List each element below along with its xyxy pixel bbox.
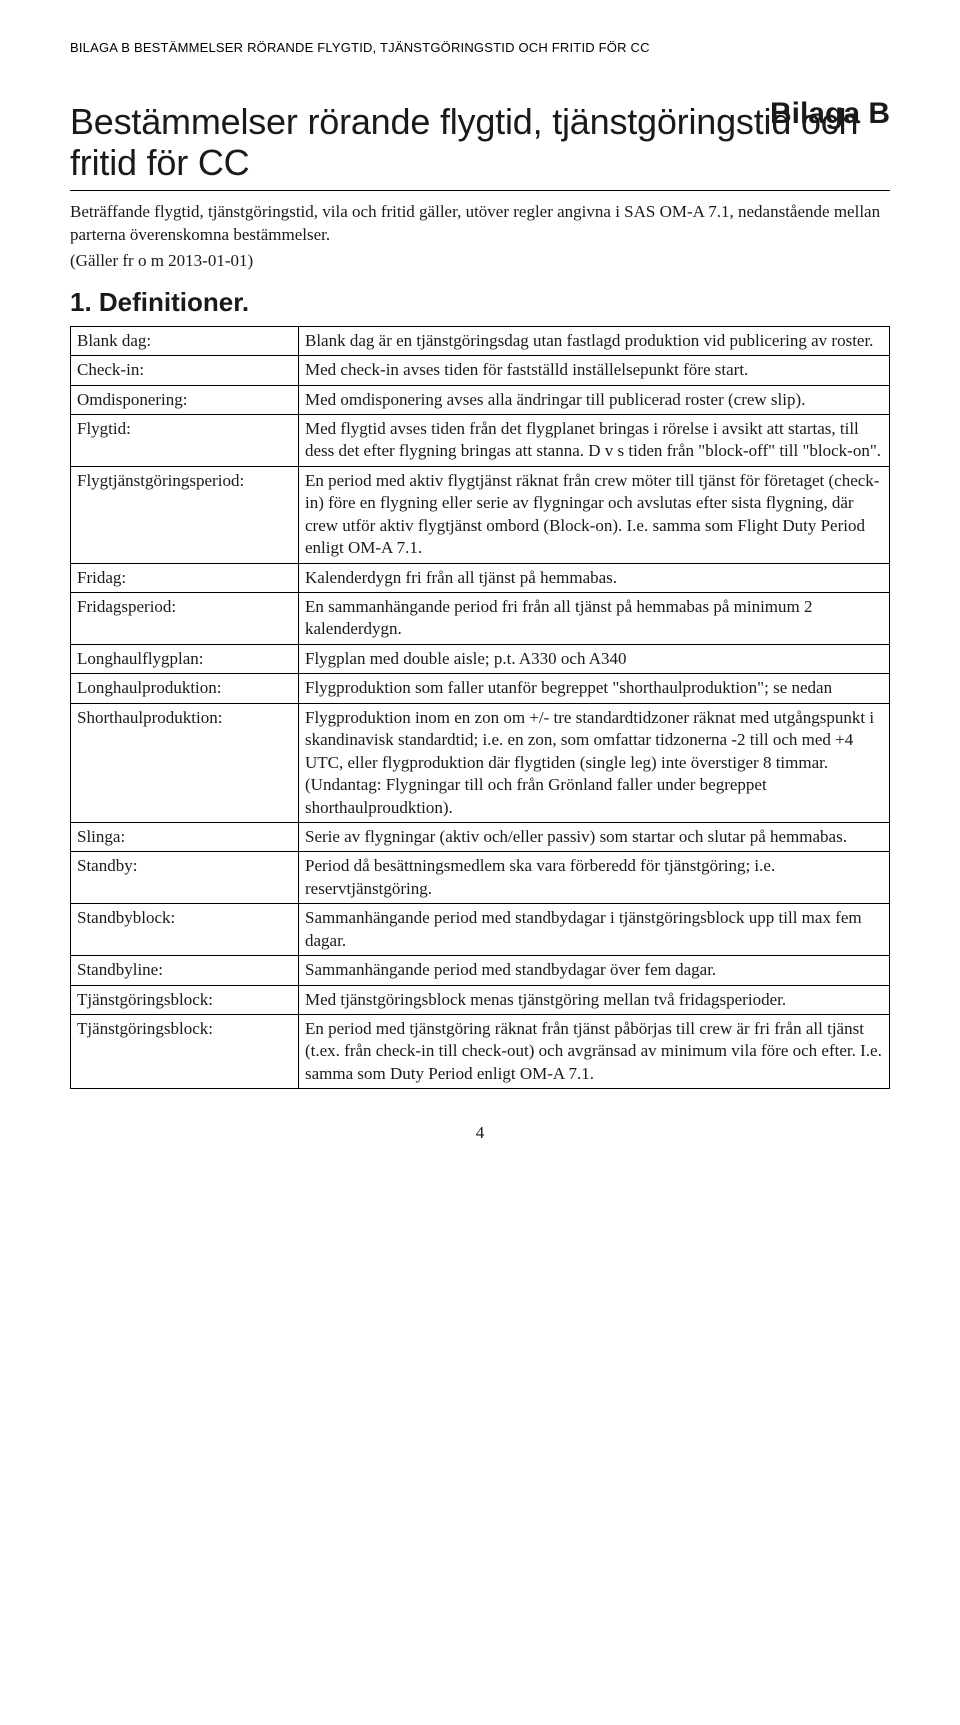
- definition-description: Med flygtid avses tiden från det flygpla…: [299, 414, 890, 466]
- definition-term: Flygtjänstgöringsperiod:: [71, 466, 299, 563]
- definition-description: Flygproduktion som faller utanför begrep…: [299, 674, 890, 703]
- intro-paragraph: Beträffande flygtid, tjänstgöringstid, v…: [70, 201, 890, 247]
- definition-description: Med tjänstgöringsblock menas tjänstgörin…: [299, 985, 890, 1014]
- definition-description: Blank dag är en tjänstgöringsdag utan fa…: [299, 326, 890, 355]
- page-number: 4: [70, 1123, 890, 1143]
- definition-description: Flygplan med double aisle; p.t. A330 och…: [299, 644, 890, 673]
- definition-term: Fridag:: [71, 563, 299, 592]
- table-row: Shorthaulproduktion:Flygproduktion inom …: [71, 703, 890, 822]
- definition-term: Standby:: [71, 852, 299, 904]
- table-row: Flygtid:Med flygtid avses tiden från det…: [71, 414, 890, 466]
- definition-term: Flygtid:: [71, 414, 299, 466]
- definition-term: Fridagsperiod:: [71, 593, 299, 645]
- table-row: Standbyblock:Sammanhängande period med s…: [71, 904, 890, 956]
- definition-term: Blank dag:: [71, 326, 299, 355]
- table-row: Omdisponering:Med omdisponering avses al…: [71, 385, 890, 414]
- table-row: Tjänstgöringsblock:Med tjänstgöringsbloc…: [71, 985, 890, 1014]
- table-row: Longhaulflygplan:Flygplan med double ais…: [71, 644, 890, 673]
- table-row: Standby:Period då besättningsmedlem ska …: [71, 852, 890, 904]
- definition-description: Sammanhängande period med standbydagar ö…: [299, 956, 890, 985]
- definition-description: Flygproduktion inom en zon om +/- tre st…: [299, 703, 890, 822]
- running-head: BILAGA B BESTÄMMELSER RÖRANDE FLYGTID, T…: [70, 40, 890, 55]
- table-row: Check-in:Med check-in avses tiden för fa…: [71, 356, 890, 385]
- definition-description: Period då besättningsmedlem ska vara för…: [299, 852, 890, 904]
- definition-term: Slinga:: [71, 822, 299, 851]
- definition-description: En period med aktiv flygtjänst räknat fr…: [299, 466, 890, 563]
- table-row: Fridag:Kalenderdygn fri från all tjänst …: [71, 563, 890, 592]
- definition-description: En period med tjänstgöring räknat från t…: [299, 1015, 890, 1089]
- definition-term: Longhaulproduktion:: [71, 674, 299, 703]
- definition-description: En sammanhängande period fri från all tj…: [299, 593, 890, 645]
- table-row: Tjänstgöringsblock:En period med tjänstg…: [71, 1015, 890, 1089]
- table-row: Standbyline:Sammanhängande period med st…: [71, 956, 890, 985]
- section-heading: 1. Definitioner.: [70, 287, 890, 318]
- definition-term: Shorthaulproduktion:: [71, 703, 299, 822]
- definitions-table: Blank dag:Blank dag är en tjänstgöringsd…: [70, 326, 890, 1090]
- definition-description: Kalenderdygn fri från all tjänst på hemm…: [299, 563, 890, 592]
- definition-term: Longhaulflygplan:: [71, 644, 299, 673]
- table-row: Blank dag:Blank dag är en tjänstgöringsd…: [71, 326, 890, 355]
- table-row: Longhaulproduktion:Flygproduktion som fa…: [71, 674, 890, 703]
- table-row: Fridagsperiod:En sammanhängande period f…: [71, 593, 890, 645]
- document-page: BILAGA B BESTÄMMELSER RÖRANDE FLYGTID, T…: [0, 0, 960, 1193]
- definition-description: Med omdisponering avses alla ändringar t…: [299, 385, 890, 414]
- definition-description: Med check-in avses tiden för fastställd …: [299, 356, 890, 385]
- table-row: Flygtjänstgöringsperiod:En period med ak…: [71, 466, 890, 563]
- table-row: Slinga:Serie av flygningar (aktiv och/el…: [71, 822, 890, 851]
- definition-term: Omdisponering:: [71, 385, 299, 414]
- definition-term: Tjänstgöringsblock:: [71, 985, 299, 1014]
- definition-term: Tjänstgöringsblock:: [71, 1015, 299, 1089]
- definition-description: Sammanhängande period med standbydagar i…: [299, 904, 890, 956]
- validity-note: (Gäller fr o m 2013-01-01): [70, 251, 890, 271]
- definition-description: Serie av flygningar (aktiv och/eller pas…: [299, 822, 890, 851]
- definition-term: Check-in:: [71, 356, 299, 385]
- page-title: Bestämmelser rörande flygtid, tjänstgöri…: [70, 101, 890, 191]
- definition-term: Standbyline:: [71, 956, 299, 985]
- definition-term: Standbyblock:: [71, 904, 299, 956]
